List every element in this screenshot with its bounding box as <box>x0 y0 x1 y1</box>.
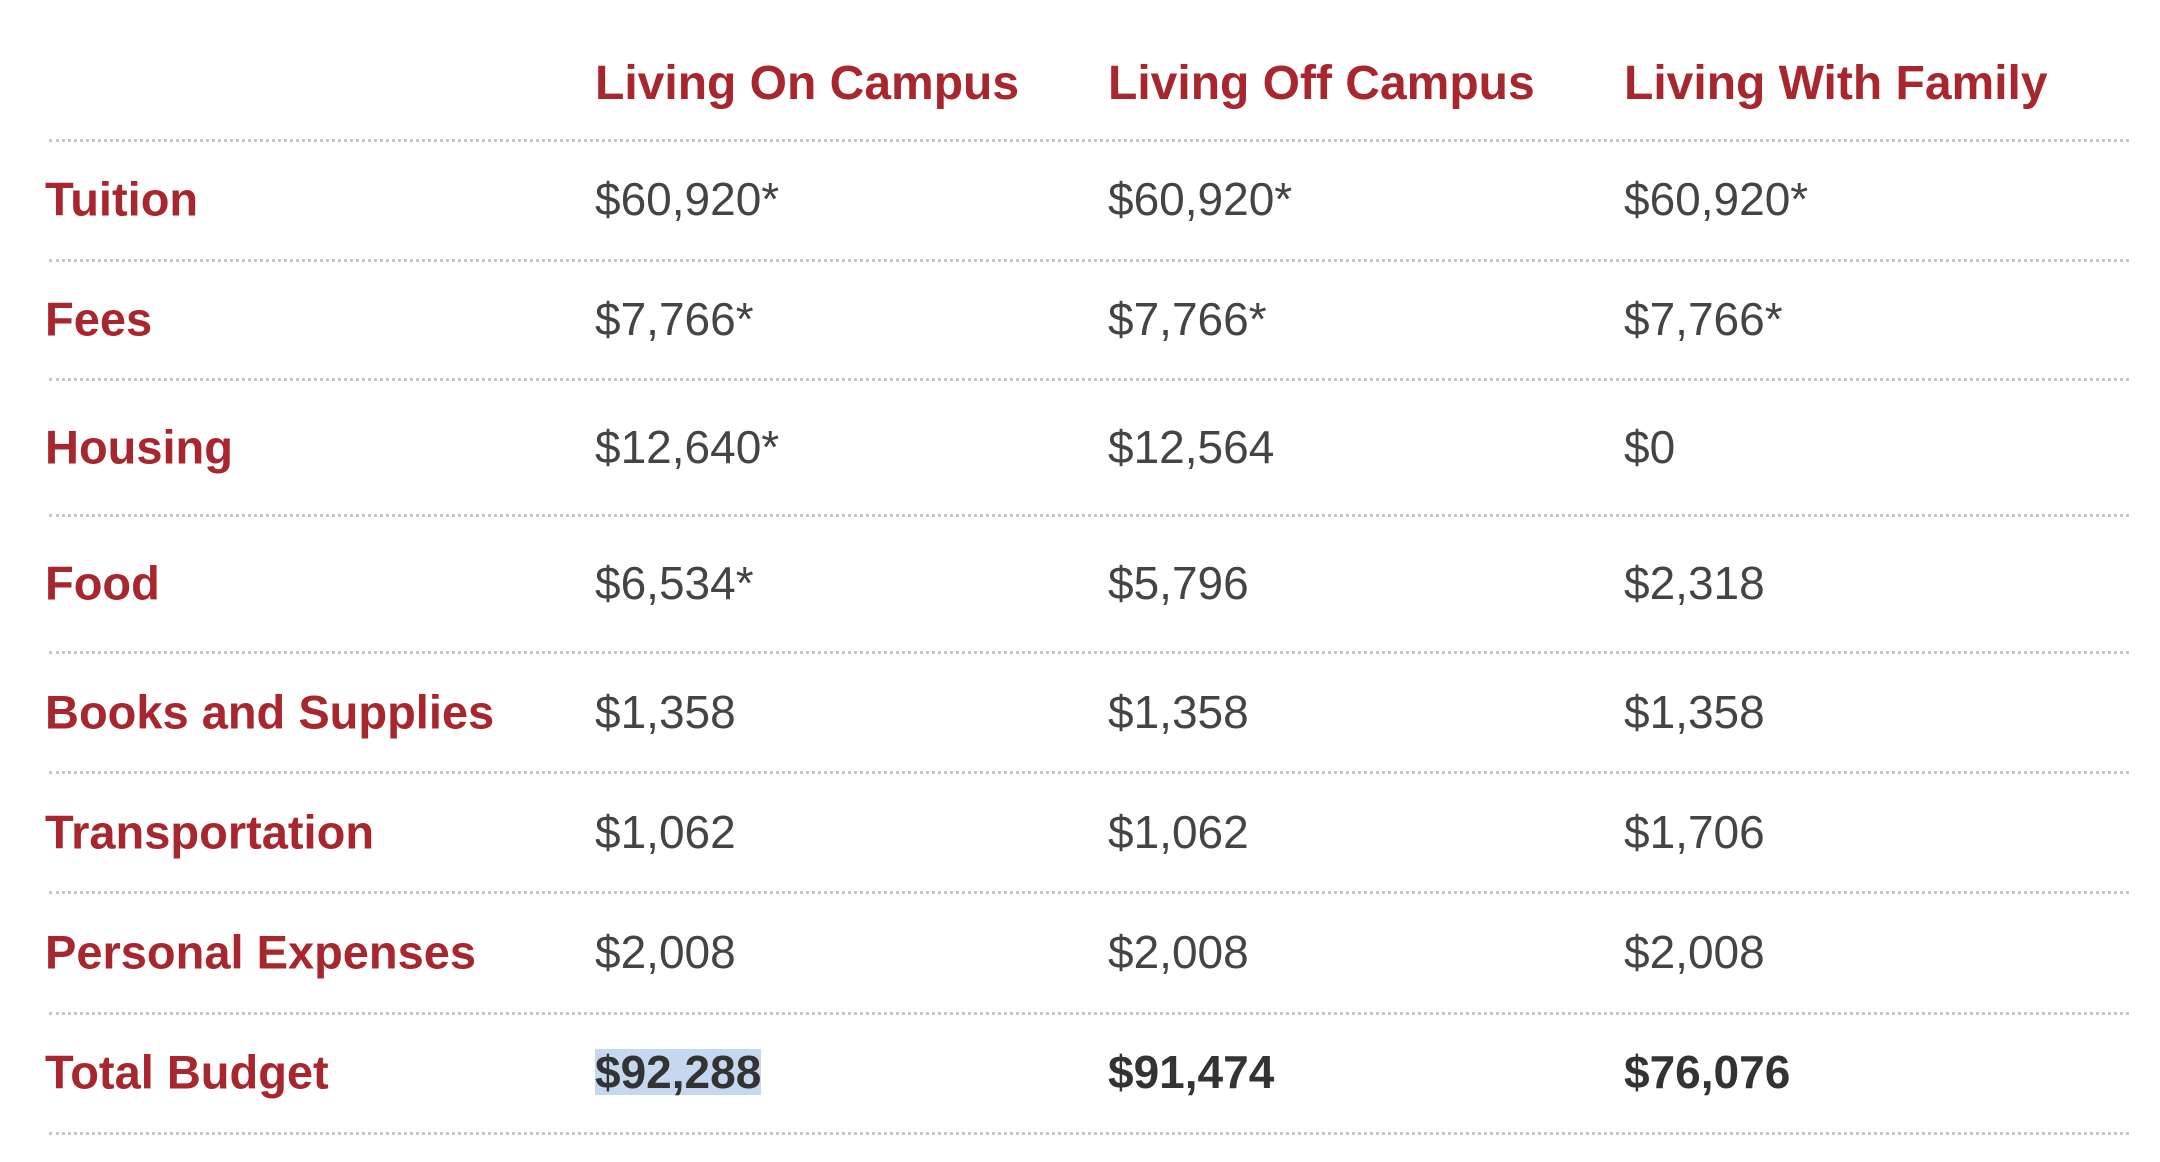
cost-value: $60,920* <box>1624 173 1809 225</box>
cost-value: $1,358 <box>595 686 736 738</box>
cost-value: $7,766* <box>1624 293 1783 345</box>
cost-value: $1,706 <box>1624 806 1765 858</box>
column-header: Living Off Campus <box>1108 57 1535 110</box>
dotted-divider <box>49 891 2129 894</box>
cost-value: $12,640* <box>595 421 780 473</box>
cost-value: $1,358 <box>1624 686 1765 738</box>
cost-value: $1,062 <box>1108 806 1249 858</box>
cost-value: $12,564 <box>1108 421 1275 473</box>
cost-value: $6,534* <box>595 557 754 609</box>
dotted-divider <box>49 514 2129 517</box>
cost-value: $2,318 <box>1624 557 1765 609</box>
row-label: Personal Expenses <box>45 925 477 979</box>
cost-value: $1,062 <box>595 806 736 858</box>
cost-value: $2,008 <box>595 926 736 978</box>
cost-value: $0 <box>1624 421 1676 473</box>
row-label: Food <box>45 556 160 610</box>
row-label: Tuition <box>45 172 199 226</box>
total-value: $91,474 <box>1108 1046 1275 1098</box>
cost-value: $60,920* <box>595 173 780 225</box>
dotted-divider <box>49 259 2129 262</box>
dotted-divider <box>49 1132 2129 1135</box>
cost-value: $2,008 <box>1624 926 1765 978</box>
dotted-divider <box>49 378 2129 381</box>
column-header: Living On Campus <box>595 57 1020 110</box>
dotted-divider <box>49 1012 2129 1015</box>
dotted-divider <box>49 651 2129 654</box>
cost-value: $1,358 <box>1108 686 1249 738</box>
cost-value: $60,920* <box>1108 173 1293 225</box>
cost-value: $7,766* <box>1108 293 1267 345</box>
row-label: Housing <box>45 420 233 474</box>
row-label: Books and Supplies <box>45 685 495 739</box>
cost-value: $2,008 <box>1108 926 1249 978</box>
row-label: Transportation <box>45 805 375 859</box>
cost-value: $5,796 <box>1108 557 1249 609</box>
total-value: $76,076 <box>1624 1046 1791 1098</box>
cost-value: $7,766* <box>595 293 754 345</box>
total-value: $92,288 <box>595 1046 762 1098</box>
column-header: Living With Family <box>1624 57 2048 110</box>
dotted-divider <box>49 771 2129 774</box>
dotted-divider <box>49 139 2129 142</box>
row-label: Fees <box>45 292 153 346</box>
row-label: Total Budget <box>45 1045 329 1099</box>
